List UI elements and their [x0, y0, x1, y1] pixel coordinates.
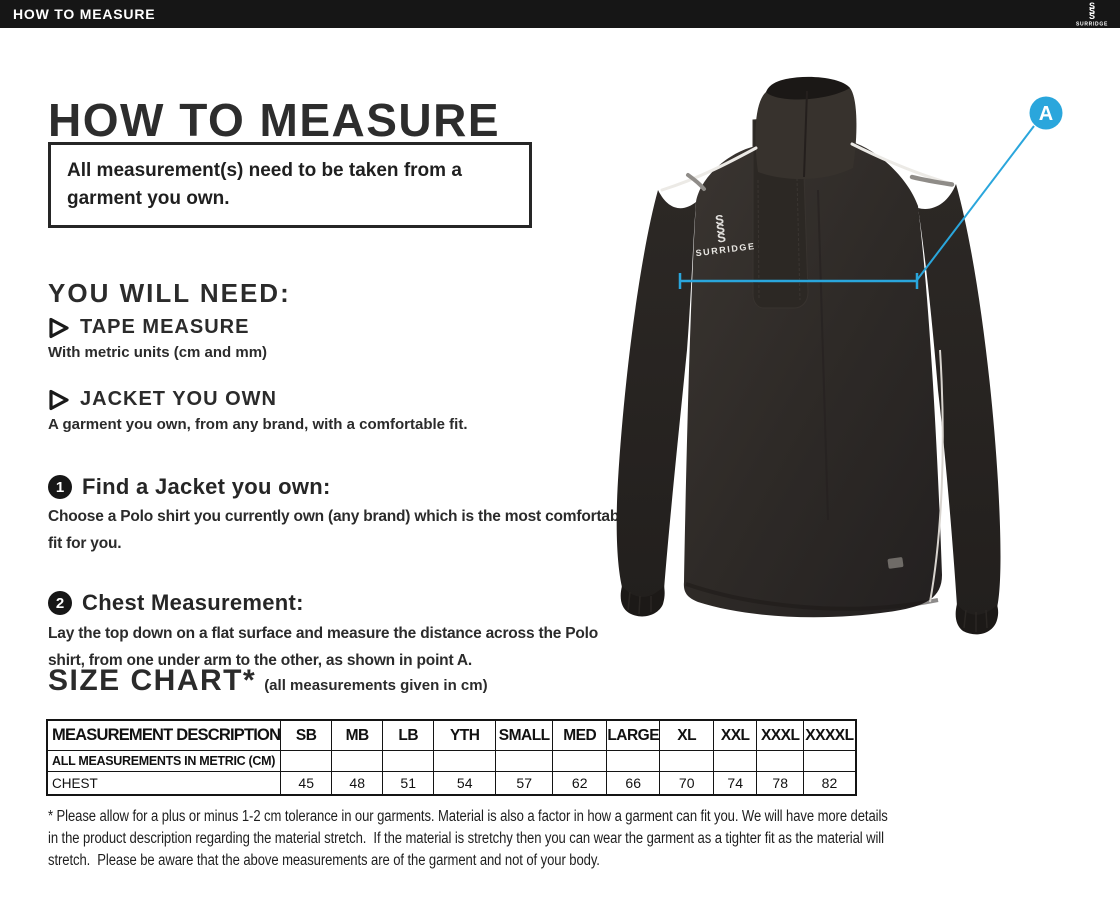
header-cell: XXXXL [803, 719, 857, 751]
header-cell: MB [331, 719, 384, 751]
jacket-side-tab [887, 557, 904, 569]
header-cell: LB [382, 719, 435, 751]
step-2-description: Lay the top down on a flat surface and m… [48, 625, 599, 669]
need-item-description: With metric units (cm and mm) [48, 344, 268, 361]
step-1-title: Find a Jacket you own: [82, 474, 331, 499]
svg-text:S: S [716, 230, 727, 246]
reflective-strip [686, 173, 706, 191]
header-cell: SB [280, 719, 333, 751]
need-item-title: JACKET YOU OWN [80, 388, 277, 410]
cuff-gathers [963, 609, 988, 632]
value-cell [331, 750, 384, 772]
value-cell [433, 750, 497, 772]
step-2-title: Chest Measurement: [82, 590, 304, 615]
value-cell: 51 [382, 771, 435, 796]
value-cell: 45 [280, 771, 333, 796]
page-title: HOW TO MEASURE [48, 93, 501, 146]
collar-opening [766, 76, 850, 100]
size-chart-table: MEASUREMENT DESCRIPTION SB MB LB YTH SMA… [46, 719, 857, 796]
value-cell [280, 750, 333, 772]
svg-text:S: S [1089, 11, 1095, 21]
step-1-header: 1 Find a Jacket you own: [48, 474, 331, 500]
value-cell: 66 [606, 771, 661, 796]
header-cell: SMALL [495, 719, 554, 751]
value-cell: 57 [495, 771, 554, 796]
value-cell: 78 [756, 771, 805, 796]
svg-text:S: S [1089, 1, 1095, 11]
value-cell [756, 750, 805, 772]
surridge-logo-text: SURRIDGE [1076, 22, 1108, 28]
left-shoulder-piping [660, 146, 758, 192]
top-bar-title: HOW TO MEASURE [13, 6, 156, 22]
row-label-cell: CHEST [46, 771, 282, 796]
size-chart-title: SIZE CHART* [48, 664, 257, 697]
annotation-a-label: A [1039, 103, 1053, 125]
size-chart-subtitle: (all measurements given in cm) [264, 677, 488, 694]
table-row: ALL MEASUREMENTS IN METRIC (CM) [46, 750, 857, 772]
header-cell: LARGE [606, 719, 661, 751]
value-cell: 62 [552, 771, 608, 796]
value-cell [552, 750, 608, 772]
header-cell: XL [659, 719, 715, 751]
svg-text:S: S [1089, 6, 1095, 16]
svg-text:S: S [715, 221, 726, 237]
table-row: CHEST 45 48 51 54 57 62 66 70 74 78 82 [46, 771, 857, 796]
notice-box: All measurement(s) need to be taken from… [48, 142, 532, 228]
value-cell: 54 [433, 771, 497, 796]
cuff-gathers [627, 591, 652, 615]
jacket-hem-shadow [685, 582, 939, 611]
collar-seam [803, 90, 808, 178]
annotation-a-badge [1029, 96, 1063, 130]
header-cell: XXXL [756, 719, 805, 751]
top-bar: HOW TO MEASURE S S S SURRIDGE [0, 0, 1120, 28]
jacket-crease [817, 189, 829, 521]
value-cell: 48 [331, 771, 384, 796]
svg-text:S: S [714, 212, 725, 228]
notice-text: All measurement(s) need to be taken from… [67, 160, 462, 209]
value-cell: 82 [803, 771, 857, 796]
you-will-need-heading: YOU WILL NEED: [48, 277, 291, 308]
row-label-cell: ALL MEASUREMENTS IN METRIC (CM) [46, 750, 282, 772]
step-1-badge: 1 [48, 475, 72, 499]
header-cell: MEASUREMENT DESCRIPTION [46, 719, 282, 751]
step-2-badge: 2 [48, 591, 72, 615]
need-item-jacket: JACKET YOU OWN [48, 388, 277, 411]
size-chart-heading: SIZE CHART* (all measurements given in cm… [48, 664, 488, 698]
step-2-header: 2 Chest Measurement: [48, 590, 304, 616]
value-cell [713, 750, 758, 772]
header-cell: YTH [433, 719, 497, 751]
side-piping [929, 349, 944, 603]
reflective-strip [909, 174, 955, 187]
play-triangle-icon [49, 389, 69, 410]
value-cell [606, 750, 661, 772]
header-cell: MED [552, 719, 608, 751]
need-item-description: A garment you own, from any brand, with … [48, 416, 468, 433]
jacket-left-sleeve [616, 190, 696, 608]
value-cell: 70 [659, 771, 715, 796]
chest-measurement-annotation: A [678, 96, 1063, 289]
value-cell: 74 [713, 771, 758, 796]
annotation-leader-line [916, 125, 1035, 281]
value-cell [659, 750, 715, 772]
jacket-body [683, 142, 942, 618]
size-chart-footnote: * Please allow for a plus or minus 1-2 c… [48, 808, 892, 869]
jacket-illustration: S S S SURRIDGE A [616, 76, 1063, 635]
value-cell [495, 750, 554, 772]
value-cell [803, 750, 857, 772]
need-item-tape-measure: TAPE MEASURE [48, 316, 249, 339]
step-1-description: Choose a Polo shirt you currently own (a… [48, 508, 632, 552]
jacket-right-sleeve [918, 184, 1001, 625]
need-item-title: TAPE MEASURE [80, 316, 250, 338]
left-cuff [620, 586, 665, 617]
header-cell: XXL [713, 719, 758, 751]
play-triangle-icon [49, 317, 69, 338]
surridge-logo-icon: S S S SURRIDGE [1076, 1, 1108, 28]
value-cell [382, 750, 435, 772]
product-image: S S S SURRIDGE A [600, 50, 1120, 670]
table-header-row: MEASUREMENT DESCRIPTION SB MB LB YTH SMA… [46, 719, 857, 751]
